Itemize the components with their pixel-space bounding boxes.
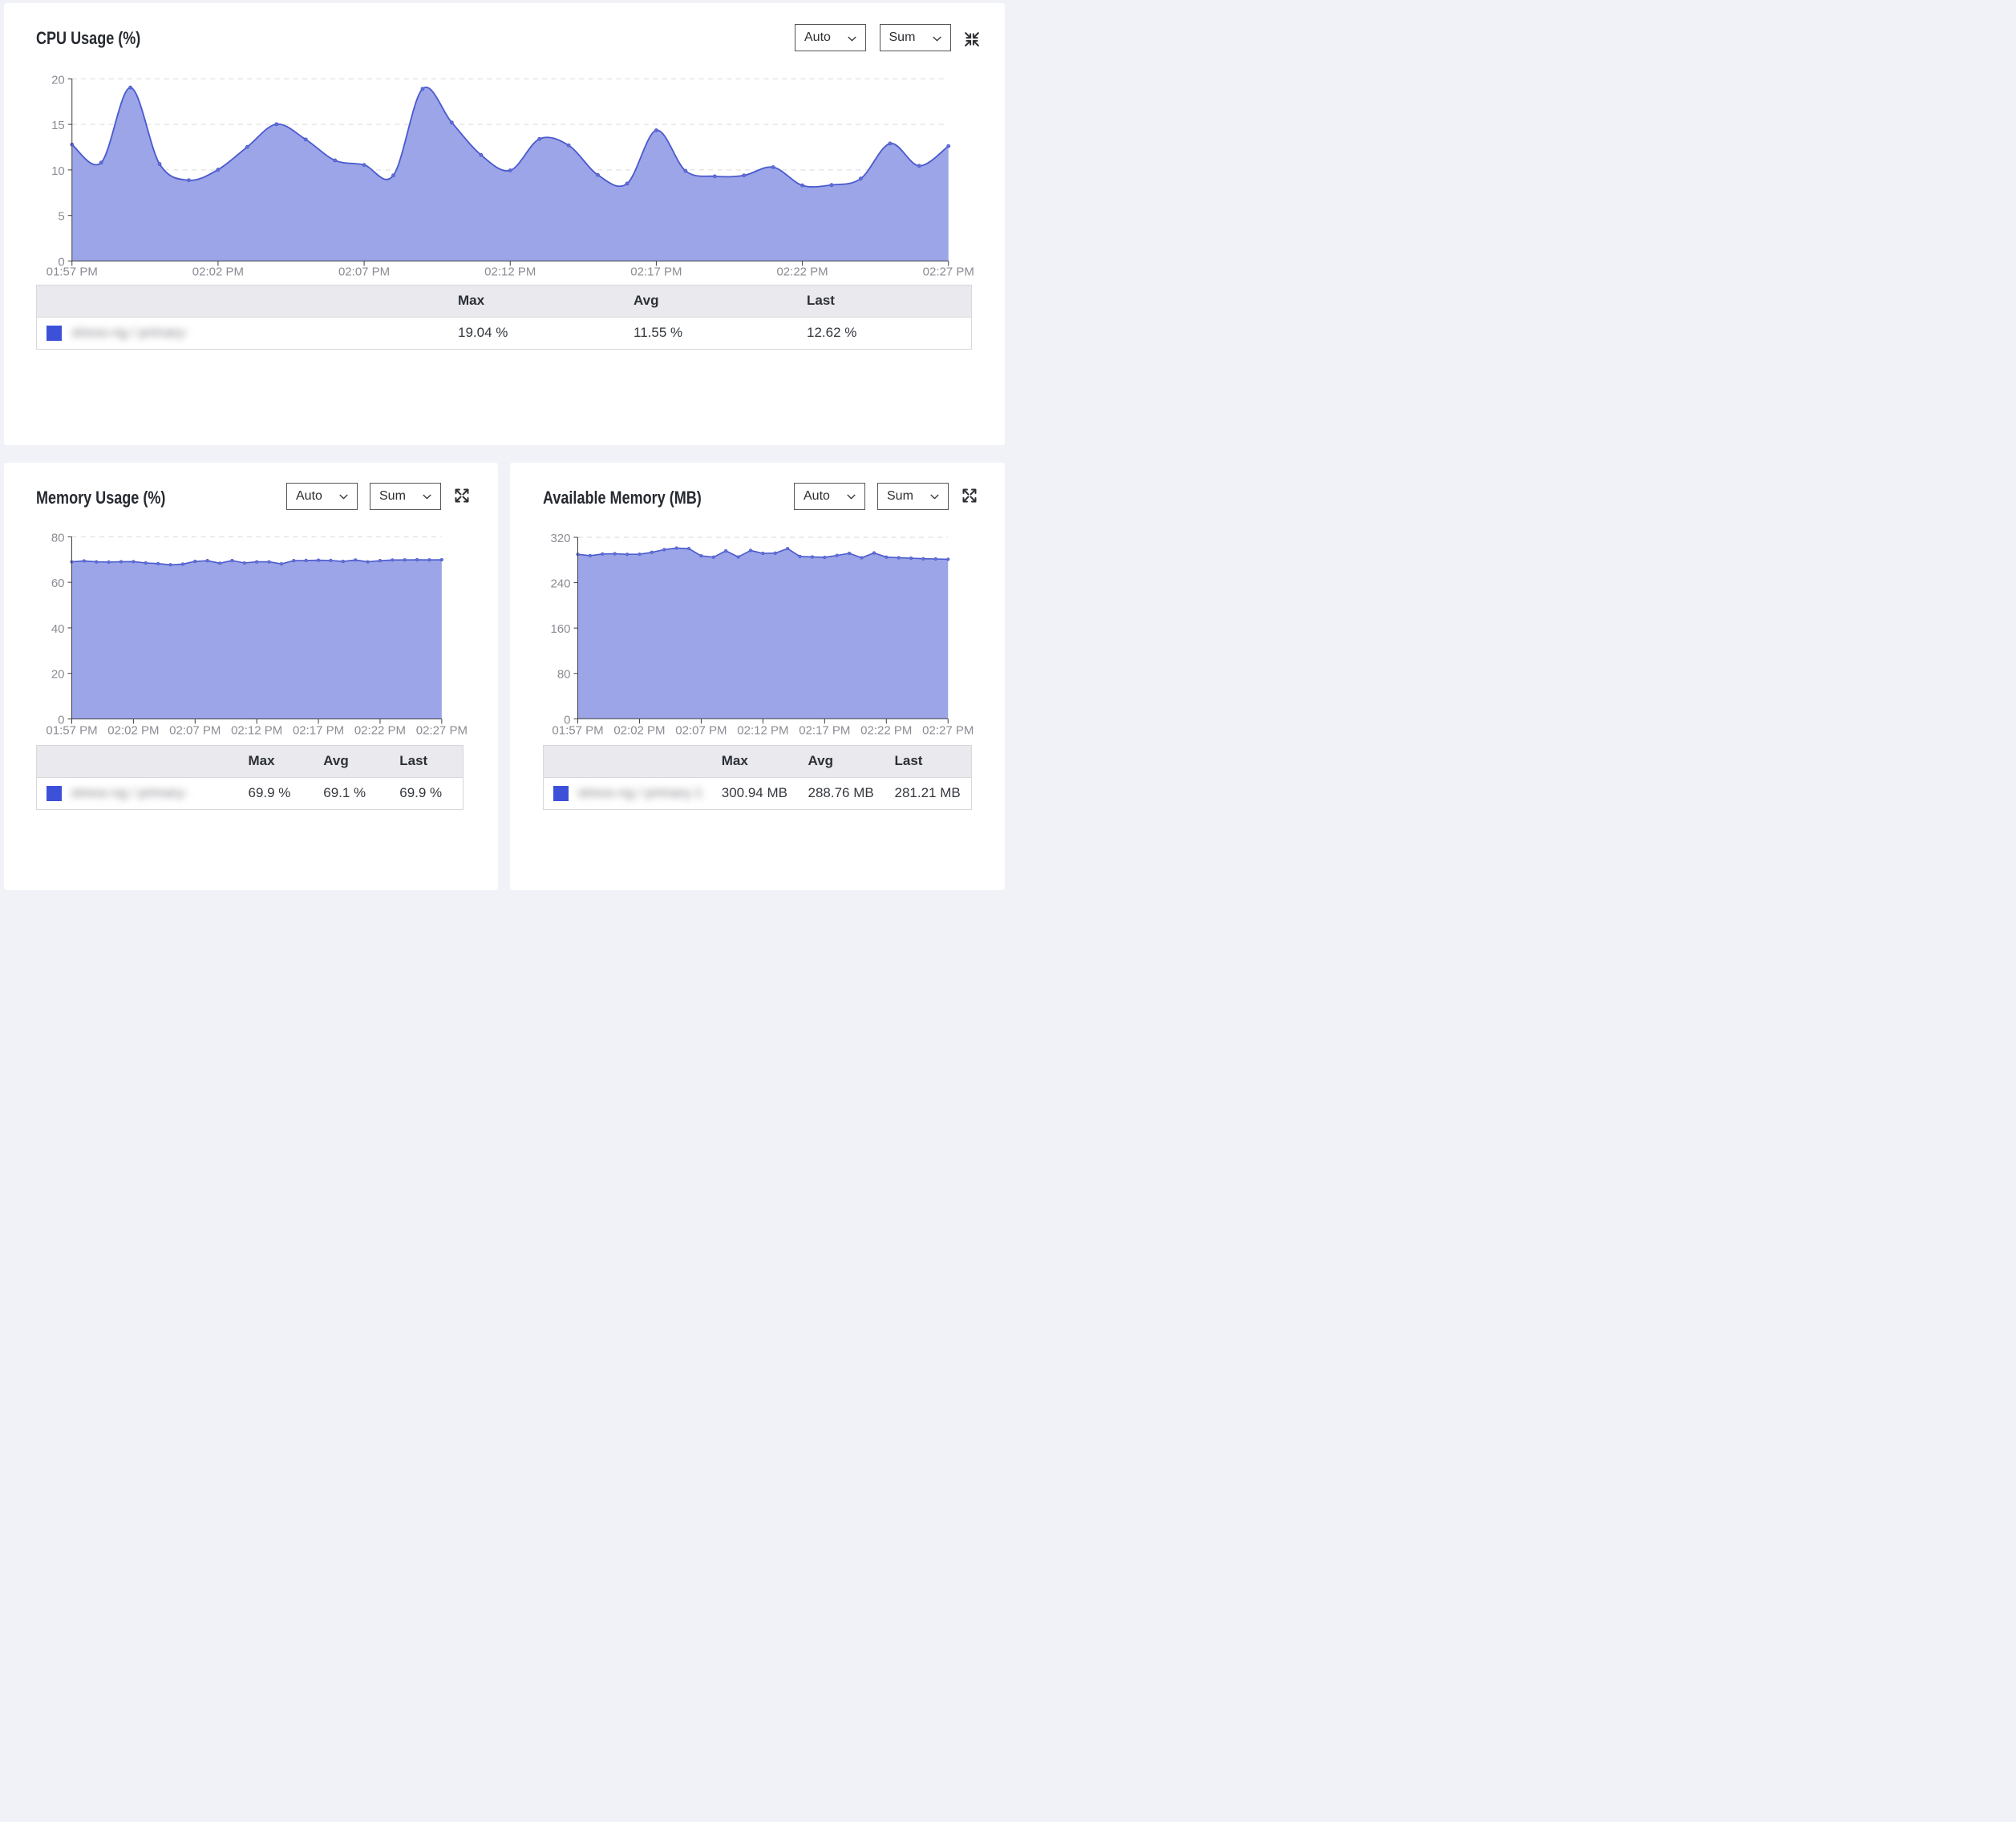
svg-text:02:17 PM: 02:17 PM: [630, 265, 682, 278]
svg-text:80: 80: [51, 531, 64, 545]
svg-text:02:17 PM: 02:17 PM: [292, 723, 343, 737]
svg-text:02:07 PM: 02:07 PM: [675, 723, 727, 737]
svg-text:01:57 PM: 01:57 PM: [46, 723, 97, 737]
svg-text:60: 60: [51, 577, 64, 590]
svg-text:01:57 PM: 01:57 PM: [46, 265, 97, 278]
svg-text:0: 0: [58, 255, 64, 269]
svg-text:01:57 PM: 01:57 PM: [552, 723, 603, 737]
svg-text:02:17 PM: 02:17 PM: [799, 723, 850, 737]
svg-text:02:12 PM: 02:12 PM: [737, 723, 788, 737]
svg-text:02:02 PM: 02:02 PM: [613, 723, 665, 737]
svg-text:240: 240: [550, 577, 570, 590]
svg-text:02:02 PM: 02:02 PM: [107, 723, 159, 737]
svg-text:02:07 PM: 02:07 PM: [338, 265, 389, 278]
svg-text:10: 10: [51, 164, 65, 177]
svg-text:02:22 PM: 02:22 PM: [860, 723, 912, 737]
svg-text:02:22 PM: 02:22 PM: [354, 723, 405, 737]
svg-text:0: 0: [58, 713, 64, 727]
svg-text:320: 320: [550, 532, 570, 545]
svg-text:02:07 PM: 02:07 PM: [169, 723, 221, 737]
svg-text:15: 15: [51, 119, 65, 132]
svg-text:0: 0: [564, 713, 570, 727]
svg-text:80: 80: [557, 667, 571, 681]
svg-text:20: 20: [51, 667, 64, 681]
svg-text:40: 40: [51, 622, 64, 635]
svg-text:02:27 PM: 02:27 PM: [922, 265, 974, 278]
svg-text:02:12 PM: 02:12 PM: [484, 265, 536, 278]
svg-text:20: 20: [51, 73, 65, 87]
svg-text:02:22 PM: 02:22 PM: [776, 265, 828, 278]
svg-text:5: 5: [58, 209, 64, 223]
svg-text:02:12 PM: 02:12 PM: [231, 723, 282, 737]
svg-text:02:27 PM: 02:27 PM: [415, 723, 467, 737]
svg-text:02:27 PM: 02:27 PM: [922, 723, 974, 737]
svg-text:02:02 PM: 02:02 PM: [192, 265, 243, 278]
svg-text:160: 160: [550, 622, 570, 636]
